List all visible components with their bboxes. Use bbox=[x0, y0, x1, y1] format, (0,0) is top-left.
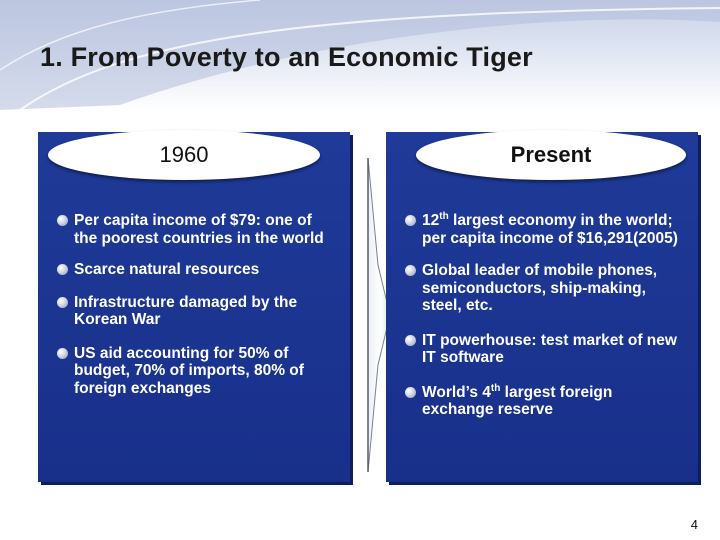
panel-present-list: 12th largest economy in the world; per c… bbox=[386, 210, 698, 419]
list-item-text: US aid accounting for 50% of budget, 70%… bbox=[74, 344, 304, 397]
bullet-icon bbox=[57, 296, 68, 308]
bullet-icon bbox=[405, 215, 416, 226]
page-number: 4 bbox=[690, 517, 698, 532]
panel-1960-list: Per capita income of $79: one of the poo… bbox=[38, 212, 350, 397]
list-item-text-post: largest foreign exchange reserve bbox=[422, 383, 613, 419]
panel-1960: 1960 Per capita income of $79: one of th… bbox=[38, 130, 350, 482]
list-item: Global leader of mobile phones, semicond… bbox=[386, 262, 698, 315]
list-item-text-pre: 12 bbox=[422, 212, 440, 229]
panel-present: Present 12th largest economy in the worl… bbox=[386, 130, 698, 482]
list-item: US aid accounting for 50% of budget, 70%… bbox=[38, 345, 350, 398]
title-swoosh-decoration bbox=[0, 0, 720, 110]
list-item-text-pre: World’s 4 bbox=[422, 383, 491, 401]
bullet-icon bbox=[405, 334, 416, 346]
list-item-text-sup: th bbox=[490, 382, 501, 394]
list-item: World’s 4th largest foreign exchange res… bbox=[386, 382, 698, 419]
panel-1960-header: 1960 bbox=[48, 130, 320, 180]
transition-arrow-icon bbox=[367, 157, 391, 473]
list-item-text-post: largest economy in the world; per capita… bbox=[422, 212, 678, 247]
list-item: 12th largest economy in the world; per c… bbox=[386, 210, 698, 247]
list-item-text-sup: th bbox=[439, 210, 449, 222]
bullet-icon bbox=[405, 386, 416, 398]
bullet-icon bbox=[405, 265, 416, 276]
list-item-text-pre: Global leader of mobile phones, semicond… bbox=[422, 262, 658, 314]
list-item: IT powerhouse: test market of new IT sof… bbox=[386, 332, 698, 367]
bullet-icon bbox=[57, 264, 68, 275]
list-item-text-pre: IT powerhouse: test market of new IT sof… bbox=[422, 331, 677, 367]
slide-title: 1. From Poverty to an Economic Tiger bbox=[40, 42, 533, 72]
list-item-text: Infrastructure damaged by the Korean War bbox=[74, 293, 298, 329]
list-item: Per capita income of $79: one of the poo… bbox=[38, 212, 350, 247]
list-item: Scarce natural resources bbox=[38, 261, 350, 279]
panel-present-header: Present bbox=[416, 130, 686, 180]
list-item-text: Per capita income of $79: one of the poo… bbox=[74, 212, 324, 247]
bullet-icon bbox=[57, 347, 68, 359]
list-item-text: Scarce natural resources bbox=[74, 261, 260, 278]
list-item: Infrastructure damaged by the Korean War bbox=[38, 294, 350, 329]
bullet-icon bbox=[57, 215, 68, 226]
